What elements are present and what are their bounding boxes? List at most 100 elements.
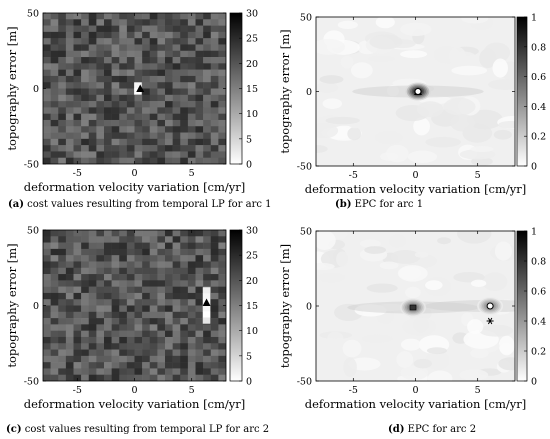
heatmap-cell [203,113,212,121]
heatmap-cell [187,82,196,89]
heatmap-cell [65,286,74,294]
heatmap-cell [134,280,143,287]
heatmap-cell [111,113,120,121]
heatmap-cell [134,305,143,313]
heatmap-cell [81,349,90,357]
heatmap-cell [172,261,181,269]
heatmap-cell [119,82,128,89]
heatmap-cell [88,248,97,256]
heatmap-cell [203,50,212,58]
epc-texture [340,55,354,69]
heatmap-cell [180,107,189,114]
heatmap-cell [43,132,51,140]
heatmap-cell [180,255,189,262]
heatmap-cell [134,138,143,146]
epc-texture [413,117,430,136]
heatmap-cell [165,50,173,58]
heatmap-cell [172,286,181,294]
heatmap-cell [50,138,59,146]
heatmap-cell [149,349,158,357]
heatmap-cell [203,145,212,152]
heatmap-cell [58,126,67,133]
heatmap-cell [210,69,219,77]
heatmap-cell [195,19,204,26]
heatmap-cell [187,343,196,350]
heatmap-cell [195,126,204,133]
heatmap-cell [210,267,219,275]
heatmap-cell [58,25,67,33]
heatmap-cell [195,230,204,237]
heatmap-cell [104,119,112,127]
heatmap-cell [218,292,226,300]
y-tick-label: 50 [27,9,39,20]
heatmap-cell [81,151,90,159]
heatmap-cell [187,230,196,237]
heatmap-cell [157,274,166,281]
heatmap-cell [65,88,74,96]
heatmap-cell [88,343,97,350]
heatmap-cell [88,25,97,33]
heatmap-cell [165,242,173,250]
heatmap-cell [58,267,67,275]
heatmap-cell [218,261,226,269]
heatmap-cell [142,151,151,159]
x-tick-label: 0 [131,168,137,179]
heatmap-cell [65,311,74,319]
heatmap-cell [157,318,166,325]
heatmap-cell [119,236,128,243]
heatmap-cell [203,138,212,146]
heatmap-cell [126,248,135,256]
heatmap-cell [119,299,128,306]
heatmap-cell [50,349,59,357]
heatmap-cell [149,336,158,344]
heatmap-cell [58,330,67,338]
heatmap-cell [187,374,196,381]
heatmap-cell [58,107,67,114]
caption-text: cost values resulting from temporal LP f… [24,199,272,210]
heatmap-cell [88,318,97,325]
heatmap-cell [165,151,173,159]
heatmap-cell [65,126,74,133]
heatmap-cell [149,299,158,306]
heatmap-cell [134,368,143,376]
colorbar [516,16,528,167]
heatmap-cell [180,368,189,376]
heatmap-cell [187,57,196,64]
epc-texture [426,347,448,355]
heatmap-cell [88,330,97,338]
epc-texture [400,338,422,351]
heatmap-cell [187,101,196,108]
heatmap-cell [172,248,181,256]
heatmap-cell [149,355,158,363]
heatmap-cell [43,349,51,357]
heatmap-cell [126,38,135,45]
heatmap-cell [142,63,151,70]
heatmap-cell [73,305,82,313]
heatmap-cell [50,132,59,140]
epc-texture [483,42,511,63]
heatmap-cell [58,343,67,350]
heatmap-cell [134,75,143,83]
heatmap-cell [149,69,158,77]
epc-texture [466,109,503,130]
heatmap-cell [172,236,181,243]
heatmap-cell [149,230,158,237]
heatmap-cell [157,299,166,306]
heatmap-cell [126,75,135,83]
heatmap-cell [73,25,82,33]
heatmap-cell [73,145,82,152]
heatmap-cell [50,25,59,33]
heatmap-cell [111,31,120,39]
heatmap-cell [142,13,151,20]
heatmap-cell [73,368,82,376]
heatmap-cell [81,38,90,45]
heatmap-cell [65,119,74,127]
heatmap-cell [134,44,143,52]
heatmap-cell [165,255,173,262]
heatmap-cell [104,19,112,26]
heatmap-cell [157,50,166,58]
heatmap-cell [73,355,82,363]
heatmap-cell [157,38,166,45]
